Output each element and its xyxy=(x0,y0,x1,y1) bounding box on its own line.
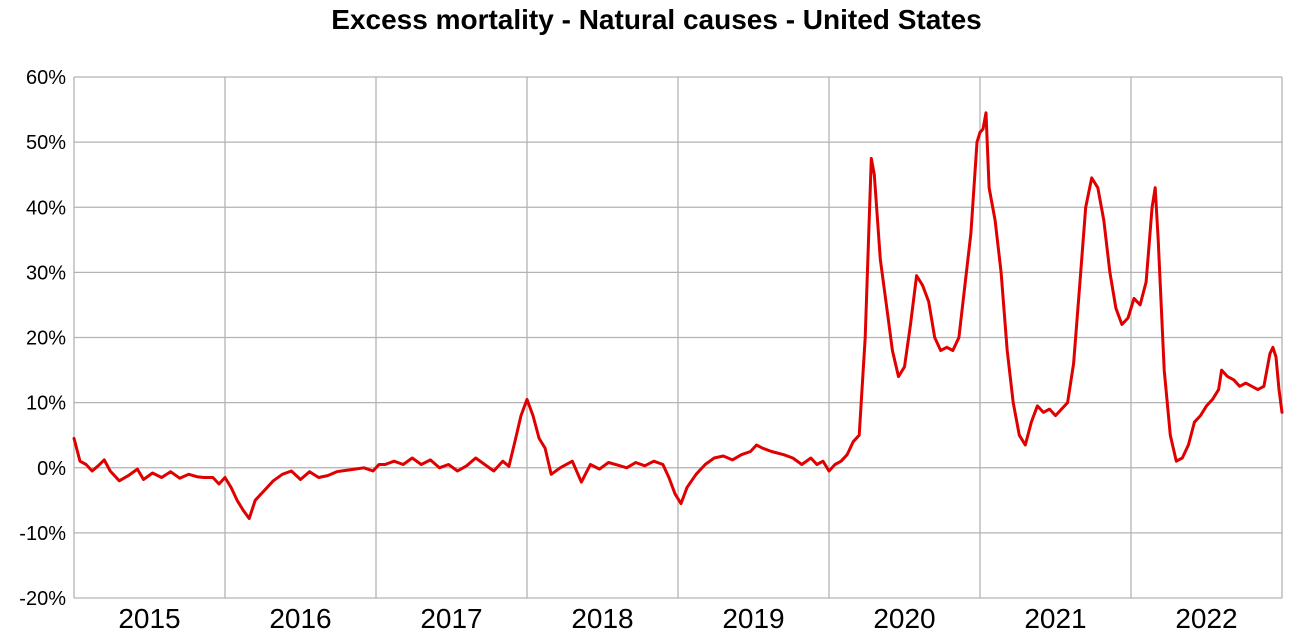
x-tick-label: 2019 xyxy=(722,603,784,634)
x-tick-label: 2015 xyxy=(118,603,180,634)
y-tick-label: 10% xyxy=(26,393,66,415)
x-tick-label: 2018 xyxy=(571,603,633,634)
y-tick-label: -20% xyxy=(19,588,66,610)
series-layer xyxy=(72,111,1284,520)
y-tick-label: -10% xyxy=(19,523,66,545)
series-line-0 xyxy=(72,111,1284,520)
x-tick-label: 2016 xyxy=(269,603,331,634)
y-tick-label: 40% xyxy=(26,197,66,219)
y-tick-label: 50% xyxy=(26,132,66,154)
y-tick-label: 20% xyxy=(26,328,66,350)
y-tick-label: 60% xyxy=(26,67,66,89)
grid-lines xyxy=(73,76,1283,599)
y-tick-label: 30% xyxy=(26,262,66,284)
x-tick-label: 2022 xyxy=(1175,603,1237,634)
x-tick-label: 2021 xyxy=(1024,603,1086,634)
x-axis-ticks: 2015 2016 2017 2018 2019 2020 2021 2022 xyxy=(118,603,1237,634)
x-tick-label: 2020 xyxy=(873,603,935,634)
y-axis-ticks: 60% 50% 40% 30% 20% 10% 0% -10% -20% xyxy=(19,67,66,610)
x-tick-label: 2017 xyxy=(420,603,482,634)
chart-title: Excess mortality - Natural causes - Unit… xyxy=(331,4,982,35)
y-tick-label: 0% xyxy=(37,458,66,480)
